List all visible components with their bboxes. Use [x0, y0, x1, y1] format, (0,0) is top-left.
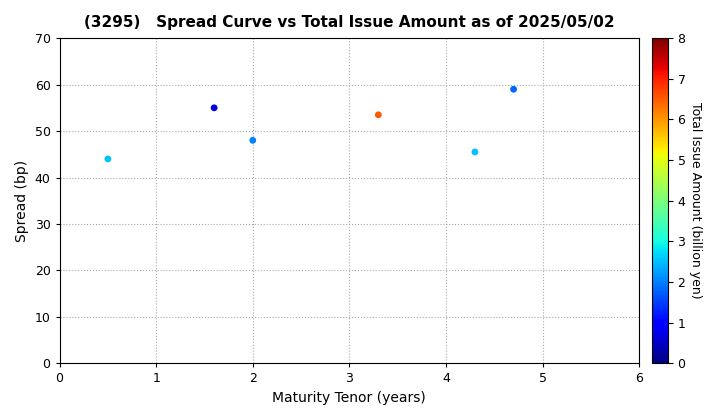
Title: (3295)   Spread Curve vs Total Issue Amount as of 2025/05/02: (3295) Spread Curve vs Total Issue Amoun… [84, 15, 615, 30]
Point [247, 137, 258, 144]
X-axis label: Maturity Tenor (years): Maturity Tenor (years) [272, 391, 426, 405]
Y-axis label: Total Issue Amount (billion yen): Total Issue Amount (billion yen) [689, 102, 702, 299]
Point [469, 149, 481, 155]
Point [372, 111, 384, 118]
Y-axis label: Spread (bp): Spread (bp) [15, 160, 29, 242]
Point [102, 155, 114, 162]
Point [508, 86, 519, 92]
Point [208, 105, 220, 111]
